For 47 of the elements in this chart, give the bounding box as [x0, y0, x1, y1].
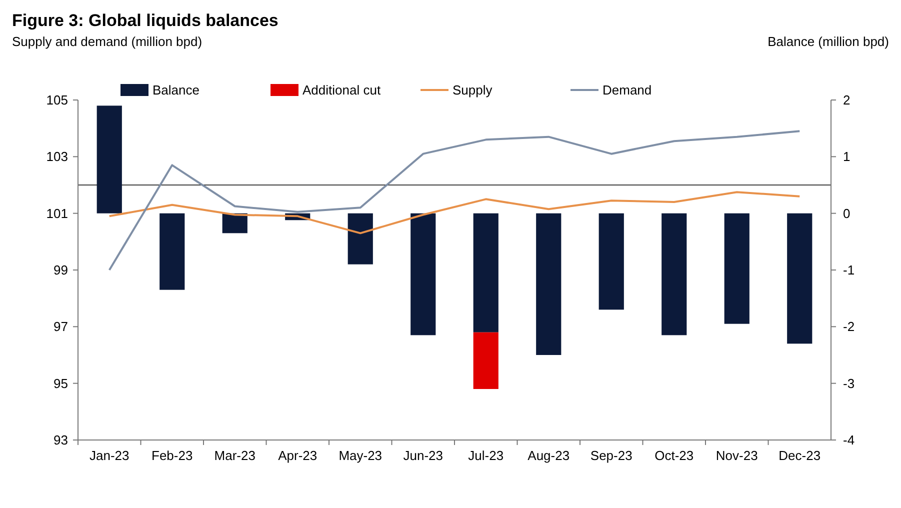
x-tick-label: Mar-23	[214, 448, 256, 463]
x-tick-label: Jul-23	[468, 448, 504, 463]
bar	[96, 106, 122, 214]
y-tick-label: 95	[54, 376, 68, 391]
y-tick-label: 93	[54, 432, 68, 448]
x-tick-label: Dec-23	[778, 448, 821, 463]
x-tick-label: Sep-23	[590, 448, 632, 463]
line-series	[108, 191, 801, 234]
x-tick-label: Aug-23	[528, 448, 570, 463]
line-series	[108, 130, 801, 271]
bar	[410, 213, 436, 336]
y-tick-label: 99	[54, 262, 68, 278]
x-tick-label: Jun-23	[403, 448, 443, 463]
y-tick-label: 101	[46, 206, 68, 221]
bar	[348, 213, 373, 264]
y2-tick-label: 0	[843, 206, 850, 221]
x-tick-label: Apr-23	[278, 448, 318, 463]
bar	[222, 213, 248, 234]
bar	[160, 213, 185, 290]
y-axis-title: Supply and demand (million bpd)	[12, 34, 202, 49]
y-tick-label: 97	[54, 319, 68, 334]
y2-tick-label: 1	[843, 149, 850, 164]
bar	[598, 213, 624, 310]
chart-title: Figure 3: Global liquids balances	[12, 11, 278, 30]
y2-axis-title: Balance (million bpd)	[768, 34, 889, 49]
legend-label: Supply	[452, 82, 493, 98]
x-tick-label: Jan-23	[90, 448, 130, 463]
bar	[787, 213, 812, 344]
bar	[473, 332, 498, 389]
x-tick-label: Feb-23	[152, 448, 193, 463]
y2-tick-label: -3	[843, 376, 855, 391]
bar	[473, 213, 498, 332]
bar	[536, 213, 562, 355]
legend-label: Additional cut	[302, 82, 381, 98]
legend-label: Balance	[152, 82, 200, 98]
x-tick-label: Nov-23	[716, 448, 758, 463]
bar	[662, 213, 687, 336]
y2-tick-label: -1	[843, 262, 855, 278]
y2-tick-label: -2	[843, 319, 855, 334]
x-tick-label: Oct-23	[654, 448, 694, 463]
legend-label: Demand	[602, 82, 652, 98]
y2-tick-label: -4	[843, 432, 855, 448]
y-tick-label: 105	[46, 92, 68, 108]
x-tick-label: May-23	[338, 448, 382, 463]
y2-tick-label: 2	[843, 92, 850, 108]
bar	[724, 213, 750, 324]
y-tick-label: 103	[46, 149, 68, 164]
